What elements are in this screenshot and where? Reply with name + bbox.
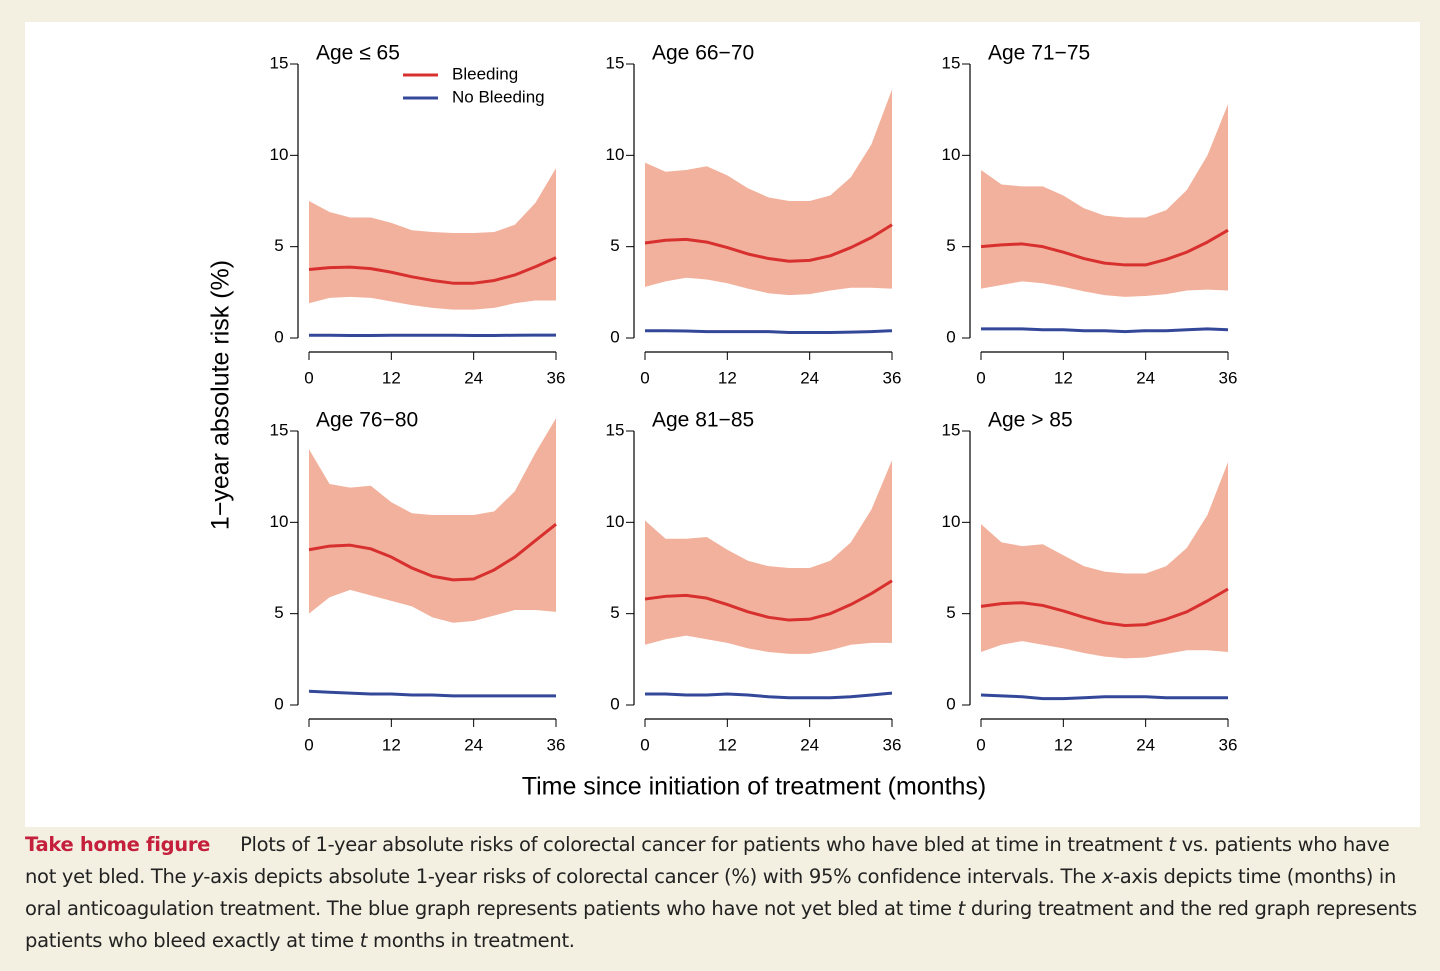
x-tick-label: 36 (1219, 368, 1238, 387)
x-tick-label: 12 (382, 368, 401, 387)
series-line (645, 691, 893, 700)
y-tick-label: 15 (606, 53, 625, 72)
series-line (644, 579, 893, 622)
x-tick-label: 24 (464, 735, 483, 754)
y-tick-label: 0 (274, 694, 283, 713)
panel-title: Age 76−80 (316, 409, 418, 432)
x-tick-label: 12 (1054, 735, 1073, 754)
series-line (308, 256, 557, 285)
y-tick-label: 15 (270, 420, 289, 439)
x-tick-label: 0 (640, 368, 649, 387)
y-tick-label: 5 (274, 603, 283, 622)
panel-title: Age > 85 (988, 409, 1073, 432)
x-tick-label: 36 (883, 368, 902, 387)
series-line (980, 693, 1228, 701)
panel-title: Age ≤ 65 (316, 42, 400, 65)
x-tick-label: 24 (1136, 735, 1155, 754)
x-tick-label: 36 (547, 368, 566, 387)
y-tick-label: 5 (610, 236, 619, 255)
x-tick-label: 0 (304, 735, 313, 754)
caption-label: Take home figure (25, 833, 211, 856)
y-tick-label: 15 (942, 420, 961, 439)
panel-title: Age 71−75 (988, 42, 1090, 65)
x-tick-label: 36 (883, 735, 902, 754)
y-tick-label: 5 (946, 603, 955, 622)
y-tick-label: 10 (942, 145, 961, 164)
x-tick-label: 36 (1219, 735, 1238, 754)
x-tick-label: 12 (382, 735, 401, 754)
caption-text: months in treatment. (367, 929, 575, 952)
x-tick-label: 24 (800, 368, 819, 387)
caption: Take home figure Plots of 1-year absolute… (25, 829, 1420, 957)
panel-title: Age 66−70 (652, 42, 754, 65)
series-line (308, 522, 557, 582)
series-line (981, 327, 1229, 334)
series-line (308, 689, 556, 698)
y-tick-label: 0 (274, 327, 283, 346)
y-axis-label: 1−year absolute risk (%) (207, 260, 235, 530)
y-tick-label: 0 (610, 694, 619, 713)
y-tick-label: 10 (270, 145, 289, 164)
series-line (645, 329, 893, 335)
confidence-band (981, 104, 1228, 297)
series-line (980, 228, 1229, 267)
y-tick-label: 15 (606, 420, 625, 439)
panel-title: Age 81−85 (652, 409, 754, 432)
y-tick-label: 0 (946, 327, 955, 346)
y-tick-label: 5 (946, 236, 955, 255)
caption-italic: t (359, 929, 368, 952)
confidence-band (645, 460, 892, 654)
confidence-band (645, 89, 892, 296)
caption-italic: y (192, 865, 204, 888)
y-tick-label: 10 (942, 512, 961, 531)
caption-text: during treatment and the red graph repre… (25, 897, 1417, 952)
x-tick-label: 0 (976, 735, 985, 754)
x-tick-label: 12 (1054, 368, 1073, 387)
x-tick-label: 24 (800, 735, 819, 754)
caption-italic: x (1101, 865, 1114, 888)
y-tick-label: 10 (606, 512, 625, 531)
legend-label: Bleeding (452, 64, 518, 83)
x-axis-label: Time since initiation of treatment (mont… (522, 773, 987, 801)
series-line (980, 587, 1229, 628)
caption-italic: t (957, 897, 966, 920)
confidence-band (309, 418, 556, 623)
caption-text: -axis depicts time (months) in oral anti… (25, 865, 1397, 920)
x-tick-label: 12 (718, 368, 737, 387)
y-tick-label: 5 (274, 236, 283, 255)
caption-text: Plots of 1-year absolute risks of colore… (240, 833, 1169, 856)
x-tick-label: 24 (464, 368, 483, 387)
x-tick-label: 12 (718, 735, 737, 754)
y-tick-label: 0 (610, 327, 619, 346)
series-line (644, 223, 893, 263)
y-tick-label: 10 (270, 512, 289, 531)
y-tick-label: 10 (606, 145, 625, 164)
confidence-band (981, 462, 1228, 659)
caption-italic: t (1168, 833, 1176, 856)
x-tick-label: 0 (304, 368, 313, 387)
x-tick-label: 24 (1136, 368, 1155, 387)
caption-text: -axis depicts absolute 1-year risks of c… (203, 865, 1102, 888)
y-tick-label: 15 (942, 53, 961, 72)
y-tick-label: 0 (946, 694, 955, 713)
x-tick-label: 0 (640, 735, 649, 754)
x-tick-label: 36 (547, 735, 566, 754)
legend-label: No Bleeding (452, 87, 545, 106)
y-tick-label: 5 (610, 603, 619, 622)
y-tick-label: 15 (270, 53, 289, 72)
confidence-band (309, 168, 556, 310)
caption-text: vs. patients who have not yet bled. The (25, 833, 1390, 888)
x-tick-label: 0 (976, 368, 985, 387)
